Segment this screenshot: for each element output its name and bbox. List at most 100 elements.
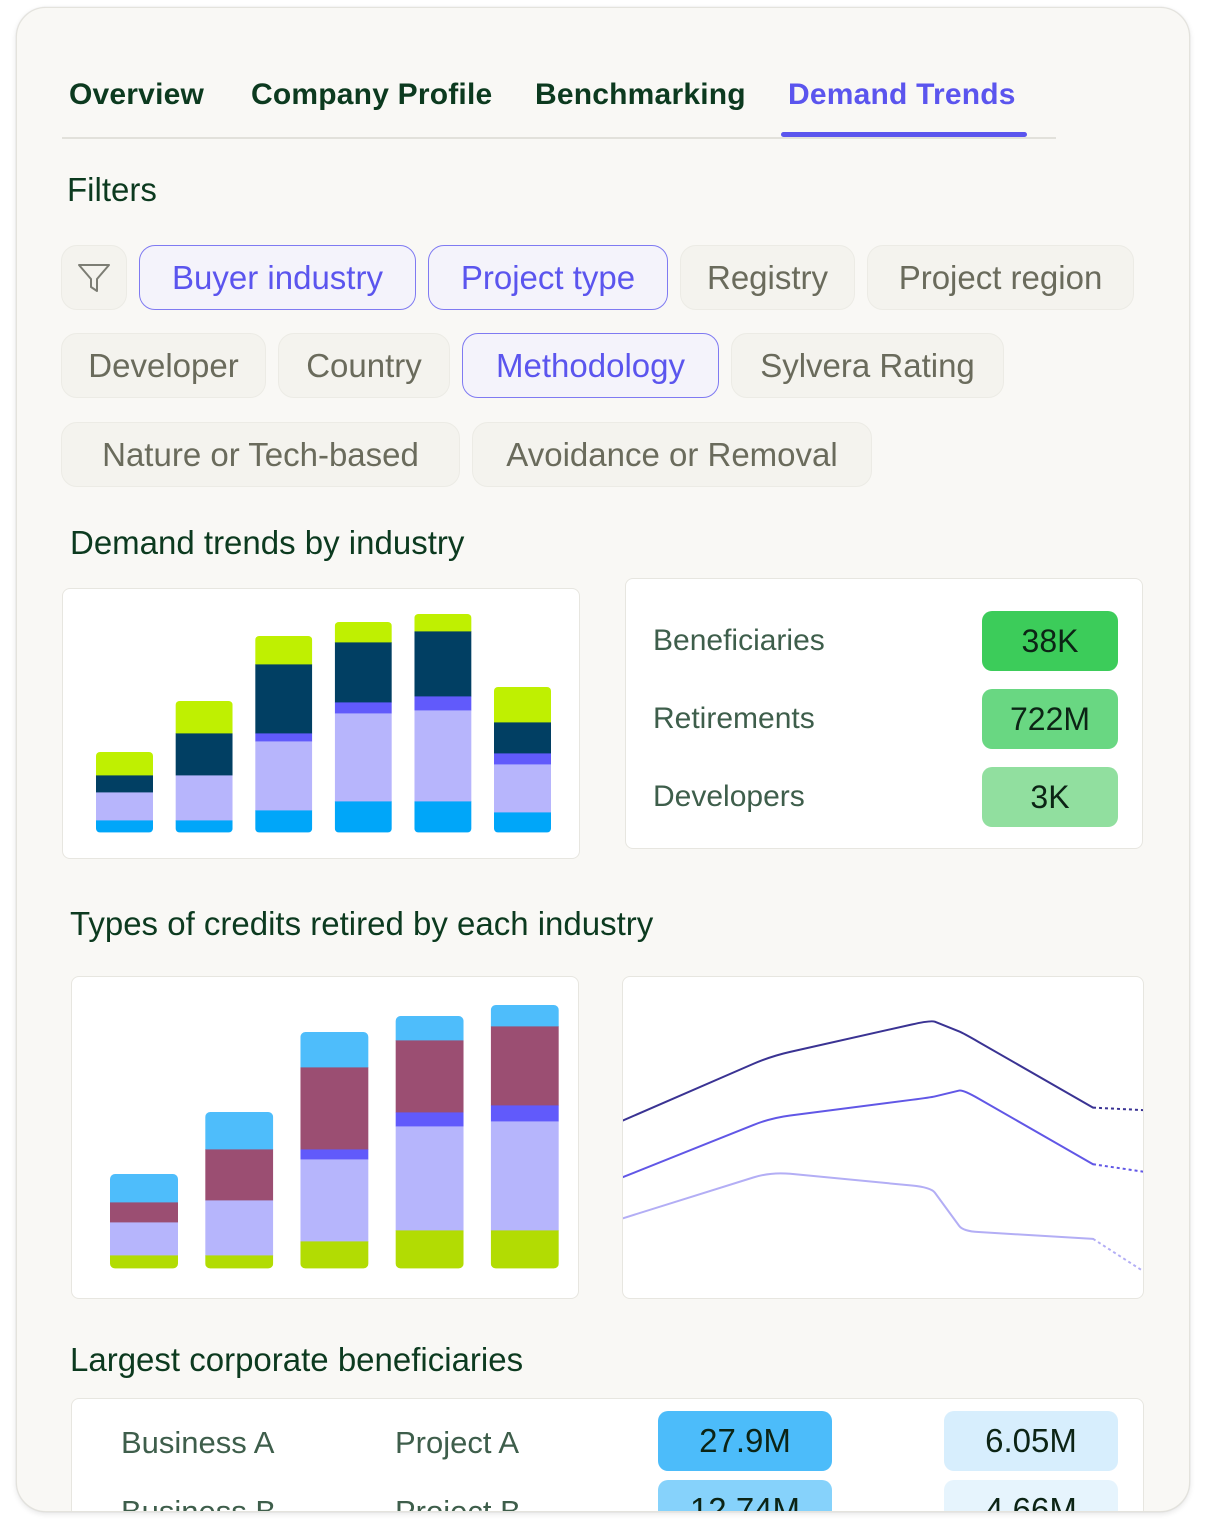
bar-segment-3-4 (300, 1067, 369, 1150)
bar-segment-6-2 (494, 764, 551, 813)
bar-segment-4-4 (395, 1040, 464, 1113)
funnel-icon (78, 263, 110, 292)
chip-nature-or-tech[interactable]: Nature or Tech-based (61, 422, 460, 487)
credit-trend-line-chart-svg (623, 1020, 1143, 1273)
bar-segment-5-4 (414, 631, 472, 697)
bar-segment-2-5 (205, 1112, 274, 1150)
bar-segment-5-3 (414, 696, 472, 711)
bar-segment-5-1 (490, 1230, 559, 1269)
tab-demand-trends[interactable]: Demand Trends (788, 78, 1016, 111)
bar-segment-1-1 (110, 1255, 178, 1269)
bar-segment-1-4 (110, 1202, 178, 1223)
bar-stack-2 (175, 701, 233, 833)
bar-segment-4-3 (334, 702, 392, 714)
business-name: Business A (121, 1425, 275, 1460)
bar-segment-6-4 (494, 722, 551, 754)
tab-company-profile[interactable]: Company Profile (251, 78, 493, 111)
series-line-2 (623, 1089, 1094, 1179)
filter-button[interactable] (61, 245, 127, 310)
credit-types-bar-chart (71, 976, 579, 1299)
stat-label-beneficiaries: Beneficiaries (653, 624, 825, 657)
bar-segment-4-1 (395, 1230, 464, 1269)
bar-stack-4 (395, 1016, 464, 1269)
bar-segment-5-1 (414, 801, 472, 833)
tab-benchmarking[interactable]: Benchmarking (535, 78, 746, 111)
chip-registry[interactable]: Registry (680, 245, 855, 310)
stat-label-developers: Developers (653, 780, 805, 813)
chip-methodology[interactable]: Methodology (462, 333, 719, 398)
chip-avoidance-or-removal[interactable]: Avoidance or Removal (472, 422, 872, 487)
demand-stats-panel: Beneficiaries 38K Retirements 722M Devel… (625, 578, 1143, 849)
demand-trends-card: Overview Company Profile Benchmarking De… (16, 7, 1190, 1512)
bar-segment-3-3 (255, 733, 313, 742)
chip-project-region[interactable]: Project region (867, 245, 1134, 310)
bar-stack-1 (96, 752, 153, 833)
project-name: Project A (395, 1425, 520, 1460)
bar-segment-4-2 (334, 713, 392, 802)
bar-segment-4-3 (395, 1112, 464, 1127)
chip-country[interactable]: Country (278, 333, 450, 398)
bar-segment-3-2 (300, 1159, 369, 1242)
bar-segment-5-4 (490, 1026, 559, 1106)
bar-stack-2 (205, 1112, 274, 1269)
series-forecast-line-2 (1092, 1163, 1143, 1173)
credits-title: Types of credits retired by each industr… (70, 905, 654, 942)
bar-segment-3-5 (300, 1032, 369, 1068)
tab-overview[interactable]: Overview (69, 78, 205, 111)
bar-segment-4-5 (334, 622, 392, 643)
bar-stack-3 (300, 1032, 369, 1269)
bar-stack-5 (490, 1005, 559, 1269)
bar-segment-4-4 (334, 642, 392, 703)
beneficiaries-table: Business A Project A 27.9M 6.05M Busines… (71, 1398, 1144, 1512)
filters-title: Filters (67, 171, 157, 208)
bar-segment-4-1 (334, 801, 392, 833)
bar-stack-4 (334, 622, 392, 833)
chip-project-type[interactable]: Project type (428, 245, 668, 310)
bar-segment-1-4 (96, 775, 153, 793)
chip-sylvera-rating[interactable]: Sylvera Rating (731, 333, 1004, 398)
stat-value-developers: 3K (982, 767, 1118, 827)
series-line-1 (623, 1020, 1094, 1122)
series-forecast-line-1 (1092, 1106, 1143, 1112)
bar-segment-2-2 (175, 775, 233, 821)
industry-bar-chart (62, 588, 580, 859)
credit-types-bar-chart-svg (110, 1005, 559, 1269)
bar-segment-1-2 (96, 792, 153, 821)
bar-segment-6-5 (494, 687, 551, 723)
bar-segment-5-3 (490, 1105, 559, 1122)
bar-segment-1-5 (110, 1174, 178, 1203)
bar-segment-4-5 (395, 1016, 464, 1041)
primary-value-badge: 27.9M (658, 1411, 832, 1471)
bar-segment-3-1 (255, 810, 313, 833)
beneficiaries-title: Largest corporate beneficiaries (70, 1341, 524, 1378)
industry-bar-chart-svg (96, 614, 551, 833)
bar-segment-5-2 (414, 710, 472, 802)
bar-segment-2-2 (205, 1200, 274, 1256)
bar-segment-3-2 (255, 741, 313, 811)
project-name: Project B (395, 1494, 521, 1512)
bar-segment-5-5 (490, 1005, 559, 1027)
bar-stack-3 (255, 636, 313, 833)
stat-value-retirements: 722M (982, 689, 1118, 749)
chip-buyer-industry[interactable]: Buyer industry (139, 245, 416, 310)
secondary-value-badge: 4.66M (944, 1480, 1118, 1511)
bar-segment-3-5 (255, 636, 313, 665)
bar-segment-2-4 (205, 1149, 274, 1201)
bar-segment-5-5 (414, 614, 472, 632)
bar-stack-1 (110, 1174, 178, 1269)
bar-segment-3-1 (300, 1241, 369, 1269)
chip-developer[interactable]: Developer (61, 333, 266, 398)
bar-segment-1-2 (110, 1222, 178, 1256)
bar-segment-2-1 (175, 820, 233, 833)
series-forecast-line-3 (1092, 1237, 1143, 1273)
business-name: Business B (121, 1494, 277, 1512)
credit-trend-line-chart (622, 976, 1144, 1299)
bar-segment-3-3 (300, 1149, 369, 1160)
bar-segment-5-2 (490, 1121, 559, 1231)
bar-segment-6-1 (494, 812, 551, 833)
bar-segment-4-2 (395, 1126, 464, 1231)
bar-segment-2-5 (175, 701, 233, 734)
bar-segment-2-4 (175, 733, 233, 776)
demand-trends-title: Demand trends by industry (70, 524, 465, 561)
bar-stack-5 (414, 614, 472, 833)
